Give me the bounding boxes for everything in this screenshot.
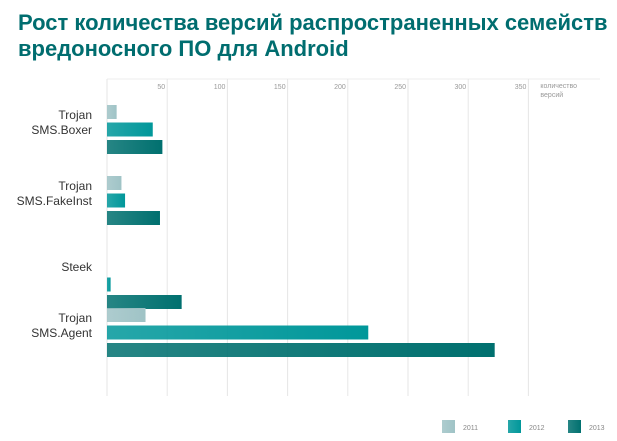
legend-label: 2012 [529, 425, 545, 432]
tick-label-150: 150 [274, 84, 286, 91]
bar-2013 [107, 140, 163, 154]
bar-2012 [107, 193, 126, 208]
tick-label-350: 350 [515, 84, 527, 91]
category-label: Trojan [58, 311, 92, 325]
tick-label-50: 50 [157, 84, 165, 91]
bar-2013 [107, 211, 160, 225]
bar-2011 [107, 176, 122, 190]
legend-label: 2011 [463, 425, 478, 432]
bar-2012 [107, 325, 369, 340]
tick-label-250: 250 [394, 84, 406, 91]
bar-2013 [107, 295, 182, 309]
bar-2011 [107, 308, 146, 322]
x-axis-label: версий [540, 91, 563, 99]
bar-2011 [107, 105, 117, 119]
chart-title: Рост количества версий распространенных … [18, 10, 608, 61]
bar-2012 [107, 122, 153, 137]
category-label: Steek [61, 260, 93, 274]
legend-swatch-2013 [568, 420, 581, 433]
tick-label-200: 200 [334, 84, 346, 91]
bar-2013 [107, 343, 495, 357]
category-label: SMS.Agent [31, 326, 92, 340]
category-label: SMS.Boxer [31, 123, 92, 137]
category-label: Trojan [58, 108, 92, 122]
x-axis-label: количество [540, 83, 577, 90]
category-label: SMS.FakeInst [17, 194, 93, 208]
tick-label-300: 300 [455, 84, 467, 91]
legend-swatch-2012 [508, 420, 521, 433]
tick-label-100: 100 [214, 84, 226, 91]
legend-swatch-2011 [442, 420, 455, 433]
legend-label: 2013 [589, 425, 605, 432]
category-label: Trojan [58, 179, 92, 193]
bar-2012 [107, 277, 111, 292]
